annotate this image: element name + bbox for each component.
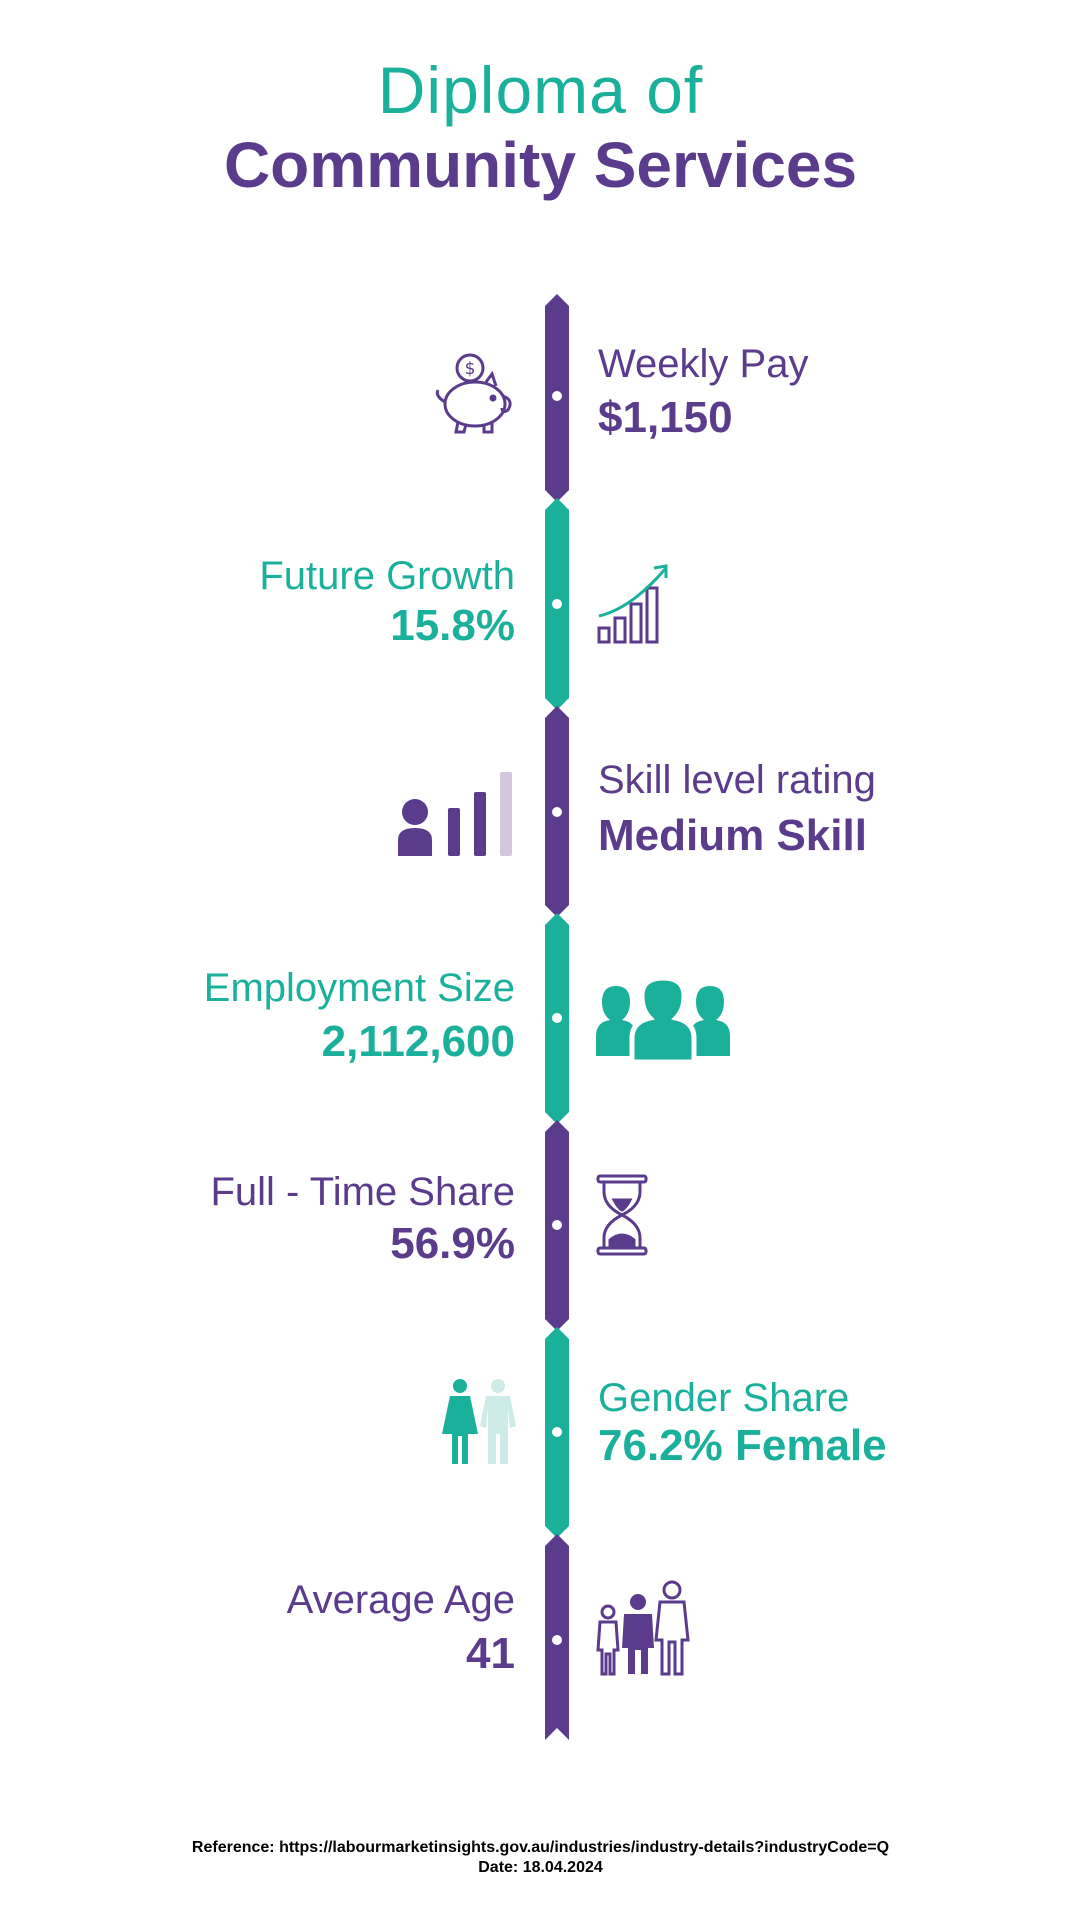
timeline-dot-2 xyxy=(552,599,562,609)
weekly-pay-value: $1,150 xyxy=(598,393,733,442)
employment-size-label: Employment Size xyxy=(203,966,515,1010)
skill-level-value: Medium Skill xyxy=(598,811,867,860)
timeline-dot-4 xyxy=(552,1013,562,1023)
skill-level-label: Skill level rating xyxy=(598,758,876,802)
timeline-dot-5 xyxy=(552,1220,562,1230)
timeline-dot-6 xyxy=(552,1427,562,1437)
growth-chart-icon xyxy=(597,564,668,644)
full-time-share-label: Full - Time Share xyxy=(210,1170,515,1214)
average-age-label: Average Age xyxy=(286,1578,515,1622)
family-icon xyxy=(596,1580,690,1676)
title-line-1: Diploma of xyxy=(377,53,704,127)
gender-share-value: 76.2% Female xyxy=(598,1421,887,1470)
reference-date: Date: 18.04.2024 xyxy=(478,1859,603,1876)
future-growth-value: 15.8% xyxy=(390,601,515,650)
employment-size-value: 2,112,600 xyxy=(321,1017,515,1066)
svg-text:$: $ xyxy=(465,359,476,379)
future-growth-label: Future Growth xyxy=(259,554,515,598)
piggy-bank-icon: $ xyxy=(435,353,512,434)
weekly-pay-label: Weekly Pay xyxy=(598,342,809,386)
gender-share-label: Gender Share xyxy=(598,1376,850,1420)
timeline-dot-7 xyxy=(552,1635,562,1645)
average-age-value: 41 xyxy=(466,1629,515,1678)
people-group-icon xyxy=(596,976,730,1062)
skill-level-icon xyxy=(398,772,512,856)
timeline-dot-3 xyxy=(552,807,562,817)
timeline-dot-1 xyxy=(552,391,562,401)
title-line-2: Community Services xyxy=(223,129,858,201)
reference-text: Reference: https://labourmarketinsights.… xyxy=(191,1839,890,1856)
hourglass-icon xyxy=(596,1174,648,1256)
full-time-share-value: 56.9% xyxy=(390,1219,515,1268)
gender-icon xyxy=(442,1379,516,1464)
